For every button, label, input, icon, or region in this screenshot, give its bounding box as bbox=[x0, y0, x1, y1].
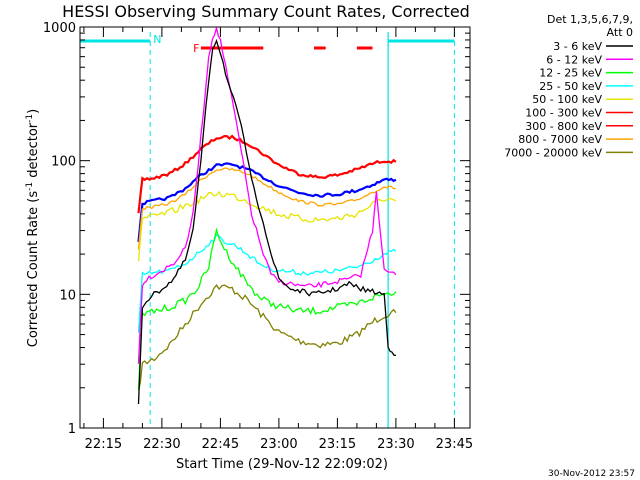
y-tick-label: 1000 bbox=[43, 21, 76, 36]
legend-entry-label: 6 - 12 keV bbox=[546, 53, 602, 66]
y-tick-label: 100 bbox=[51, 155, 76, 170]
legend-header-line-2: Att 0 bbox=[607, 26, 633, 39]
footer-date: 30-Nov-2012 23:57 bbox=[548, 469, 635, 479]
legend-entry-label: 800 - 7000 keV bbox=[518, 133, 602, 146]
legend-entry-label: 3 - 6 keV bbox=[553, 40, 602, 53]
legend-entry-label: 50 - 100 keV bbox=[532, 93, 602, 106]
series-line bbox=[137, 167, 396, 250]
x-tick-label: 23:15 bbox=[319, 437, 356, 452]
annotation-f: F bbox=[193, 42, 199, 55]
tick-group: 1 10 100 1000 22:15 22:30 22:45 23:00 23:15 23:30… bbox=[43, 21, 473, 452]
y-axis-label-main: Corrected Count Rate (s bbox=[26, 191, 41, 348]
series-line bbox=[137, 190, 397, 262]
x-tick-label: 22:15 bbox=[85, 437, 122, 452]
series-line bbox=[137, 134, 397, 214]
x-tick-label: 22:30 bbox=[143, 437, 180, 452]
y-axis-label: Corrected Count Rate (s-1 detector-1) bbox=[25, 109, 41, 347]
legend-entry-label: 7000 - 20000 keV bbox=[504, 146, 602, 159]
legend-header-line-1: Det 1,3,5,6,7,9, bbox=[547, 13, 633, 26]
x-tick-label: 23:30 bbox=[377, 437, 414, 452]
legend-entry-label: 12 - 25 keV bbox=[539, 67, 602, 80]
series-line bbox=[137, 227, 397, 391]
legend-entry-label: 100 - 300 keV bbox=[525, 107, 602, 120]
series-group bbox=[137, 27, 397, 405]
annotation-n: N bbox=[153, 33, 161, 46]
y-tick-label: 10 bbox=[59, 288, 76, 303]
x-axis-label: Start Time (29-Nov-12 22:09:02) bbox=[176, 457, 388, 472]
chart-title: HESSI Observing Summary Count Rates, Cor… bbox=[62, 2, 470, 21]
series-line bbox=[137, 284, 397, 391]
y-axis-label-mid: detector bbox=[26, 122, 41, 182]
legend-entry-label: 300 - 800 keV bbox=[525, 120, 602, 133]
x-tick-label: 22:45 bbox=[202, 437, 239, 452]
y-axis-label-sup2: -1 bbox=[25, 114, 35, 123]
plot-border bbox=[79, 26, 471, 429]
y-axis-label-sup1: -1 bbox=[25, 182, 35, 191]
x-tick-label: 23:00 bbox=[260, 437, 297, 452]
legend-entry-label: 25 - 50 keV bbox=[539, 80, 602, 93]
plot-frame bbox=[79, 26, 471, 429]
series-line bbox=[137, 38, 396, 405]
series-line bbox=[137, 162, 397, 243]
x-tick-label: 23:45 bbox=[436, 437, 473, 452]
y-tick-label: 1 bbox=[68, 422, 76, 437]
y-axis-label-end: ) bbox=[26, 109, 41, 114]
series-line bbox=[137, 27, 397, 364]
